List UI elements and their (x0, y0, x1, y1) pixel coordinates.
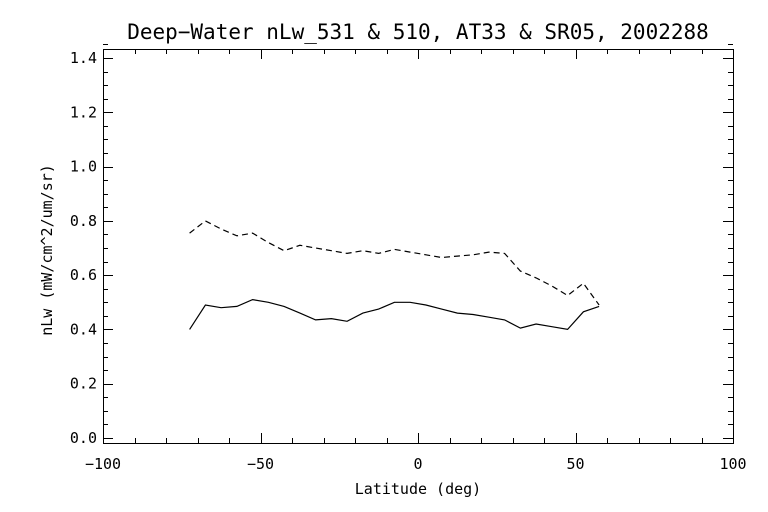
axis-ticks (103, 44, 734, 443)
y-tick-labels: 0.0 0.2 0.4 0.6 0.8 1.0 1.2 1.4 (70, 49, 97, 447)
x-axis-label: Latitude (deg) (355, 480, 481, 498)
series-line-1-solid (189, 298, 600, 331)
series-line-2-dashed (189, 220, 600, 306)
y-tick-label: 0.2 (70, 375, 97, 393)
y-tick-label: 1.2 (70, 103, 97, 121)
x-tick-label: −100 (85, 455, 121, 473)
y-tick-label: 1.4 (70, 49, 97, 67)
x-tick-labels: −100 −50 0 50 100 (85, 455, 747, 473)
x-tick-label: −50 (247, 455, 274, 473)
y-tick-label: 0.4 (70, 320, 97, 338)
x-tick-label: 100 (719, 455, 746, 473)
x-tick-label: 0 (413, 455, 422, 473)
plot-frame (103, 49, 734, 444)
chart-title: Deep−Water nLw_531 & 510, AT33 & SR05, 2… (127, 20, 709, 44)
x-tick-label: 50 (566, 455, 584, 473)
y-tick-label: 1.0 (70, 158, 97, 176)
series-group (189, 220, 600, 331)
y-axis-label: nLw (mW/cm^2/um/sr) (38, 164, 56, 336)
y-tick-label: 0.8 (70, 212, 97, 230)
y-tick-label: 0.0 (70, 429, 97, 447)
y-tick-label: 0.6 (70, 266, 97, 284)
